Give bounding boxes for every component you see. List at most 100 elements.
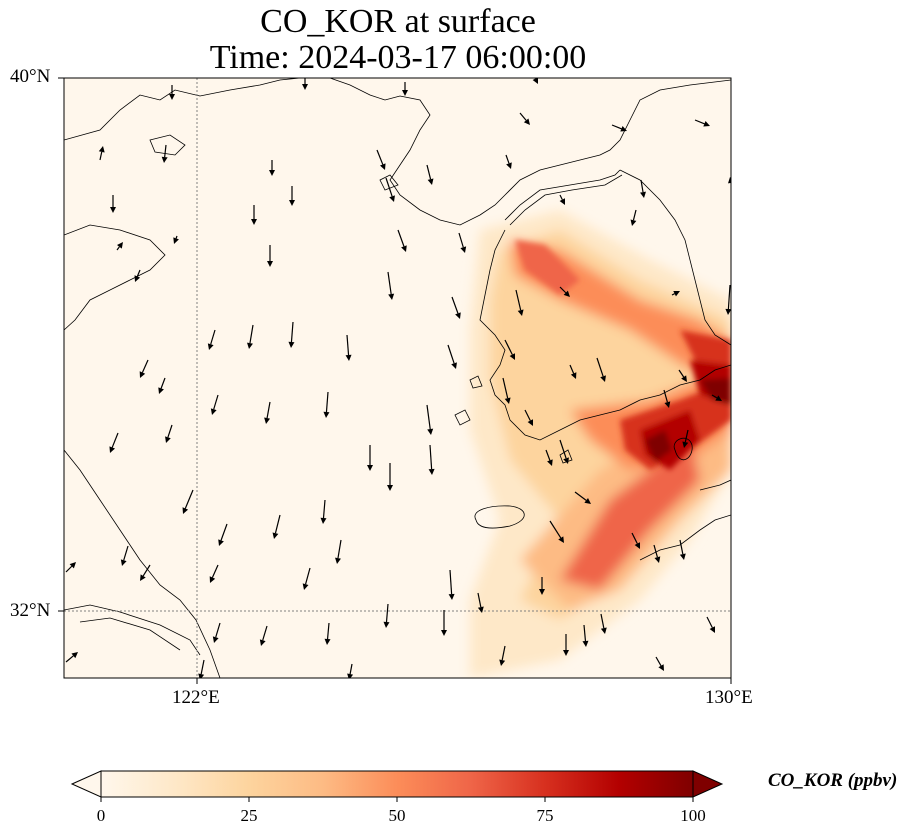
wind-arrow — [559, 286, 570, 297]
gridlines — [64, 78, 731, 678]
map-title-line2: Time: 2024-03-17 06:00:00 — [209, 39, 587, 76]
wind-arrow — [212, 622, 221, 643]
wind-vectors — [65, 78, 731, 678]
wind-arrow — [640, 179, 646, 198]
wind-arrow — [682, 429, 689, 448]
wind-arrow — [65, 562, 76, 573]
wind-arrow — [65, 652, 78, 663]
wind-arrow — [663, 389, 671, 408]
wind-arrow — [320, 499, 327, 524]
wind-arrow — [611, 124, 627, 132]
wind-arrow — [161, 144, 168, 163]
wind-arrow — [441, 610, 447, 636]
wind-arrow — [383, 603, 390, 628]
wind-arrow — [218, 523, 228, 546]
wind-arrow — [545, 449, 553, 466]
colorbar-tick-75: 75 — [536, 806, 554, 825]
wind-arrow — [477, 592, 484, 613]
wind-arrow — [519, 112, 530, 125]
wind-arrow — [502, 377, 511, 404]
wind-arrow — [428, 444, 435, 475]
wind-arrow — [134, 269, 141, 282]
wind-arrow — [210, 394, 219, 415]
wind-arrow — [139, 359, 149, 378]
wind-arrow — [706, 616, 715, 633]
lon-label-130e: 130°E — [705, 687, 753, 708]
wind-arrow — [563, 634, 569, 656]
wind-arrow — [426, 164, 434, 185]
wind-arrow — [272, 514, 281, 539]
wind-arrow — [447, 344, 457, 369]
wind-arrow — [671, 291, 680, 297]
wind-arrow — [539, 577, 545, 595]
map-frame — [63, 77, 732, 679]
wind-arrow — [600, 613, 607, 634]
colorbar-tick-100: 100 — [680, 806, 706, 825]
wind-arrow — [110, 195, 116, 213]
co-concentration-field — [470, 210, 731, 678]
wind-arrow — [631, 532, 640, 549]
wind-arrow — [347, 663, 354, 678]
wind-arrow — [387, 271, 395, 300]
wind-arrow — [324, 622, 331, 645]
map-title-line1: CO_KOR at surface — [260, 3, 536, 40]
lat-label-32n: 32°N — [10, 600, 51, 621]
wind-arrow — [402, 82, 408, 96]
colorbar-tick-50: 50 — [388, 806, 406, 825]
wind-arrow — [335, 539, 342, 564]
wind-arrow — [515, 289, 524, 316]
wind-arrow — [302, 567, 311, 590]
wind-arrow — [385, 177, 395, 202]
wind-arrow — [582, 624, 589, 647]
wind-arrow — [630, 209, 637, 226]
wind-arrow — [728, 177, 731, 187]
wind-arrow — [109, 432, 119, 453]
colorbar-min-extend — [70, 770, 102, 798]
wind-arrow — [569, 364, 577, 379]
lat-label-40n: 40°N — [10, 66, 51, 87]
wind-arrow — [655, 656, 664, 671]
colorbar-label: CO_KOR (ppbv) — [768, 770, 898, 791]
wind-arrow — [458, 232, 467, 253]
wind-arrow — [694, 119, 710, 127]
wind-arrow — [505, 154, 512, 169]
wind-arrow — [376, 149, 386, 170]
wind-arrow — [173, 235, 179, 244]
wind-arrow — [678, 369, 687, 382]
wind-arrow — [169, 85, 175, 100]
wind-arrow — [323, 391, 330, 418]
wind-arrow — [98, 146, 105, 161]
wind-arrow — [165, 424, 173, 443]
wind-arrow — [302, 78, 308, 90]
wind-arrow — [725, 284, 731, 315]
colorbar — [70, 770, 724, 802]
wind-arrow — [251, 205, 257, 225]
wind-arrow — [559, 194, 565, 205]
wind-arrow — [158, 377, 166, 394]
wind-arrow — [596, 357, 606, 382]
colorbar-tick-0: 0 — [96, 806, 106, 825]
wind-arrow — [267, 245, 273, 267]
colorbar-max-extend — [692, 770, 724, 798]
wind-arrow — [387, 463, 393, 491]
wind-arrow — [289, 186, 295, 206]
wind-arrow — [499, 645, 506, 666]
wind-arrow — [367, 445, 373, 471]
wind-arrow — [504, 339, 515, 360]
coastlines — [64, 78, 731, 678]
wind-arrow — [207, 329, 216, 350]
wind-arrow — [397, 229, 407, 252]
wind-arrow — [182, 489, 194, 514]
wind-arrow — [269, 160, 275, 176]
wind-arrow — [448, 569, 455, 600]
wind-arrow — [653, 544, 661, 563]
wind-arrow — [711, 394, 722, 401]
wind-arrow — [549, 520, 564, 543]
wind-arrow — [198, 659, 205, 678]
axis-ticks — [58, 77, 732, 684]
wind-arrow — [116, 242, 123, 251]
wind-arrow — [247, 324, 254, 349]
lon-label-122e: 122°E — [172, 687, 220, 708]
wind-arrow — [140, 564, 151, 581]
